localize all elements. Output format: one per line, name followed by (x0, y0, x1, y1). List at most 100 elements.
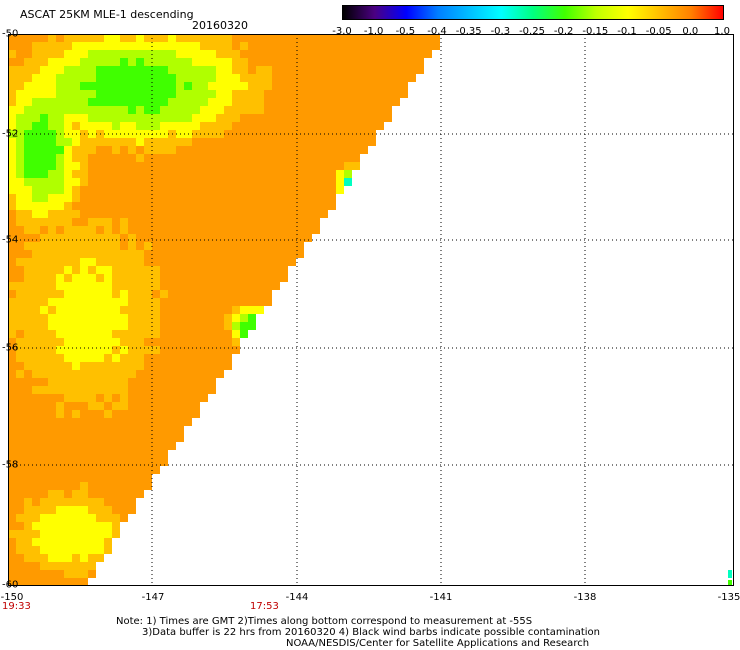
mle-cell (56, 258, 64, 266)
mle-cell (48, 346, 56, 354)
mle-cell (160, 410, 168, 418)
mle-cell (320, 114, 328, 122)
mle-cell (232, 346, 240, 354)
mle-cell (56, 210, 64, 218)
mle-cell (184, 178, 192, 186)
mle-cell (112, 410, 120, 418)
mle-cell (72, 402, 80, 410)
mle-cell (160, 298, 168, 306)
mle-cell (320, 74, 328, 82)
mle-cell (376, 90, 384, 98)
mle-cell (408, 58, 416, 66)
mle-cell (288, 82, 296, 90)
mle-cell (248, 42, 256, 50)
mle-cell (104, 106, 112, 114)
mle-cell (288, 98, 296, 106)
mle-cell (72, 442, 80, 450)
mle-cell (136, 346, 144, 354)
mle-cell (16, 322, 24, 330)
mle-cell (104, 410, 112, 418)
mle-cell (120, 266, 128, 274)
mle-cell (80, 298, 88, 306)
mle-cell (112, 434, 120, 442)
mle-cell (144, 98, 152, 106)
mle-cell (96, 226, 104, 234)
mle-cell (328, 98, 336, 106)
mle-cell (16, 394, 24, 402)
mle-cell (80, 282, 88, 290)
mle-cell (160, 442, 168, 450)
mle-cell (200, 378, 208, 386)
mle-cell (72, 34, 80, 42)
mle-cell (128, 66, 136, 74)
mle-cell (272, 274, 280, 282)
mle-cell (312, 34, 320, 42)
mle-cell (128, 42, 136, 50)
mle-cell (96, 322, 104, 330)
mle-cell (360, 122, 368, 130)
mle-cell (176, 122, 184, 130)
mle-cell (72, 554, 80, 562)
mle-cell (16, 274, 24, 282)
mle-cell (96, 330, 104, 338)
mle-cell (280, 146, 288, 154)
mle-cell (176, 258, 184, 266)
lat-label: -60 (2, 579, 19, 591)
mle-cell (80, 106, 88, 114)
mle-cell (312, 122, 320, 130)
mle-cell (256, 234, 264, 242)
mle-cell (24, 50, 32, 58)
mle-cell (8, 410, 16, 418)
mle-cell (400, 74, 408, 82)
mle-cell (64, 266, 72, 274)
mle-cell (112, 34, 120, 42)
mle-cell (96, 346, 104, 354)
mle-cell (384, 34, 392, 42)
mle-cell (80, 418, 88, 426)
mle-cell (88, 114, 96, 122)
mle-cell (240, 42, 248, 50)
mle-cell (376, 114, 384, 122)
mle-cell (40, 74, 48, 82)
mle-cell (248, 58, 256, 66)
mle-cell (232, 154, 240, 162)
mle-cell (112, 498, 120, 506)
mle-cell (144, 66, 152, 74)
mle-cell (232, 34, 240, 42)
mle-cell (8, 370, 16, 378)
mle-cell (264, 74, 272, 82)
mle-cell (208, 218, 216, 226)
mle-cell (208, 106, 216, 114)
mle-cell (16, 426, 24, 434)
mle-cell (40, 106, 48, 114)
mle-cell (72, 362, 80, 370)
mle-cell (200, 194, 208, 202)
mle-cell (16, 194, 24, 202)
mle-cell (96, 74, 104, 82)
mle-cell (160, 338, 168, 346)
mle-cell (296, 154, 304, 162)
mle-cell (352, 138, 360, 146)
mle-cell (120, 218, 128, 226)
mle-cell (24, 346, 32, 354)
mle-cell (344, 122, 352, 130)
mle-cell (24, 290, 32, 298)
mle-cell (128, 266, 136, 274)
mle-cell (280, 58, 288, 66)
mle-cell (120, 394, 128, 402)
mle-cell (184, 122, 192, 130)
mle-cell (96, 482, 104, 490)
mle-cell (312, 194, 320, 202)
mle-cell (224, 154, 232, 162)
mle-cell (32, 170, 40, 178)
mle-cell (296, 226, 304, 234)
mle-cell (248, 66, 256, 74)
time-label-center: 17:53 (250, 601, 279, 612)
mle-cell (40, 530, 48, 538)
mle-cell (8, 522, 16, 530)
mle-cell (216, 106, 224, 114)
mle-cell (16, 538, 24, 546)
mle-cell (64, 354, 72, 362)
mle-cell (184, 226, 192, 234)
mle-cell (120, 490, 128, 498)
